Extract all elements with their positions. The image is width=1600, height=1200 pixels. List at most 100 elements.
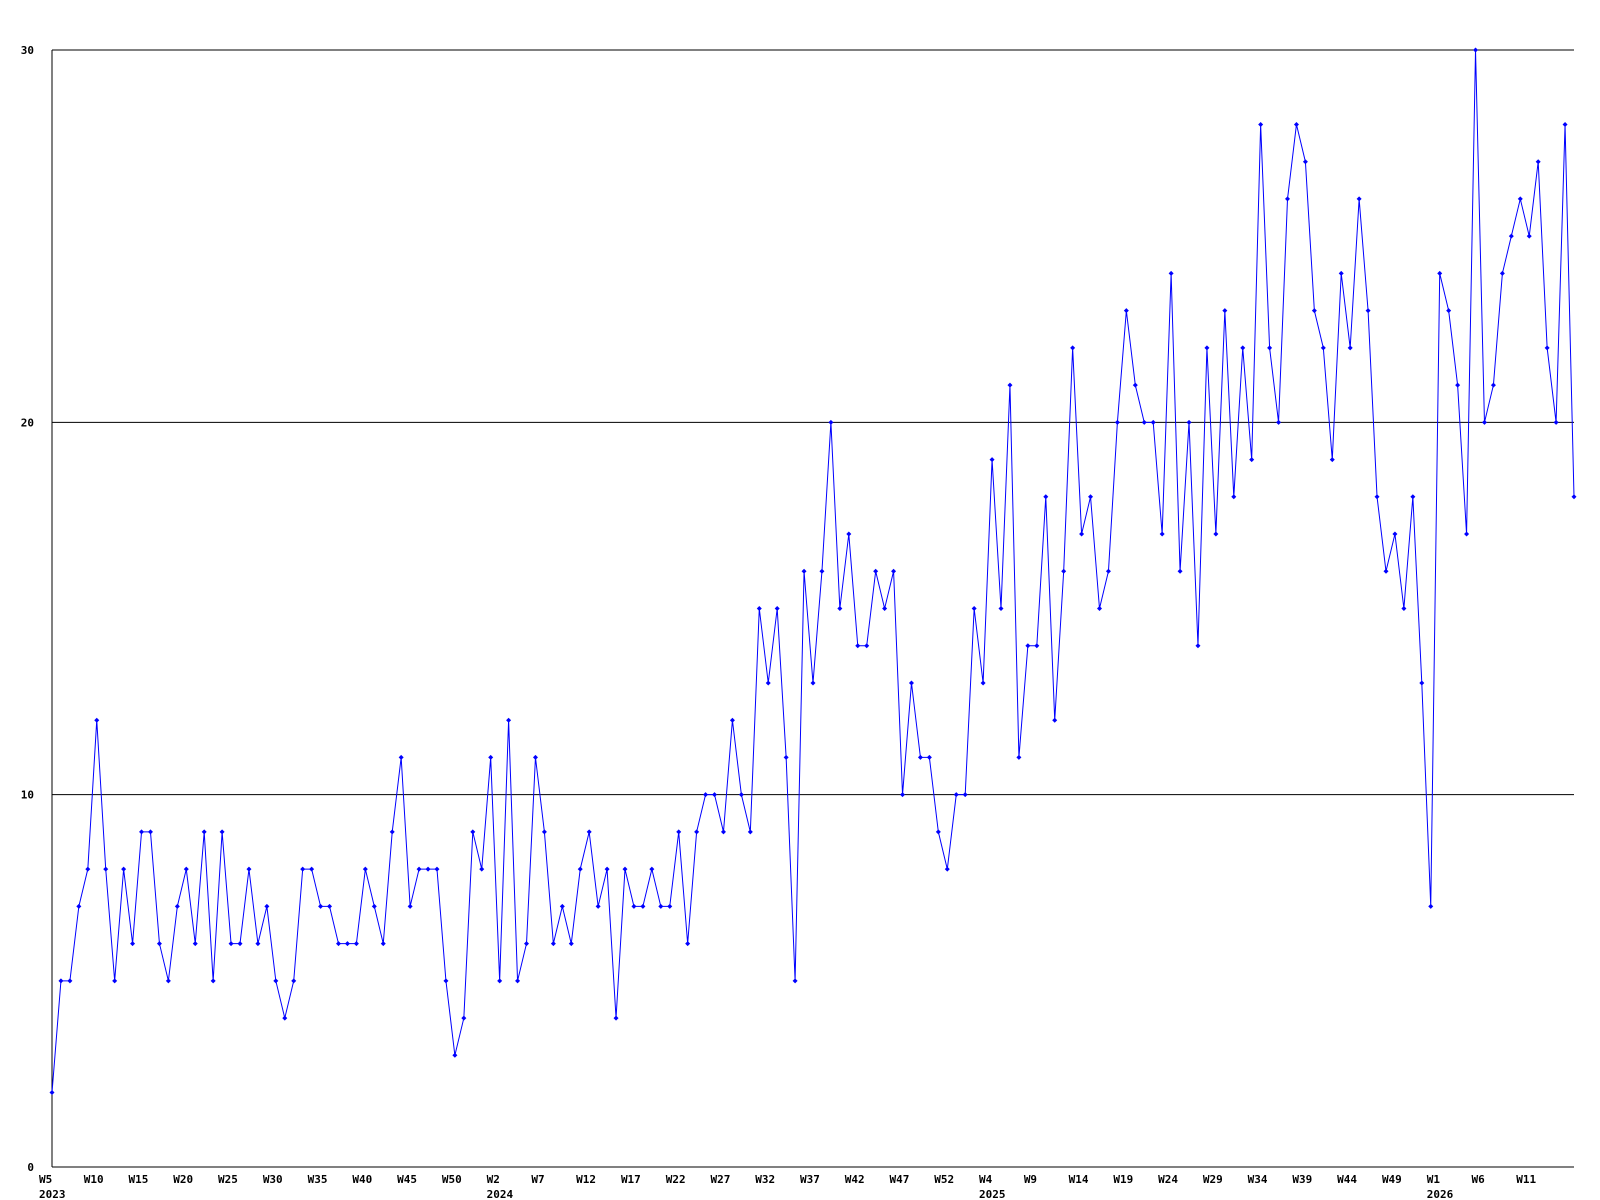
point-marker [577, 866, 583, 872]
point-marker [1141, 419, 1147, 425]
point-marker [416, 866, 422, 872]
point-marker [1508, 233, 1514, 239]
point-marker [962, 792, 968, 798]
point-marker [49, 1090, 55, 1096]
x-year-label: 2025 [979, 1188, 1006, 1200]
point-marker [300, 866, 306, 872]
x-year-label: 2024 [487, 1188, 514, 1200]
point-marker [1249, 457, 1255, 463]
point-marker [1535, 159, 1541, 165]
point-marker [1123, 308, 1129, 314]
point-marker [1016, 754, 1022, 760]
point-marker [864, 643, 870, 649]
point-marker [461, 1015, 467, 1021]
point-marker [1213, 531, 1219, 537]
point-marker [1096, 606, 1102, 611]
point-marker [1347, 345, 1353, 351]
point-marker [1392, 531, 1398, 537]
point-marker [1043, 494, 1049, 500]
point-marker [1177, 568, 1183, 574]
point-marker [971, 606, 977, 611]
point-marker [837, 606, 843, 611]
point-marker [953, 792, 959, 798]
point-marker [228, 941, 234, 947]
point-marker [908, 680, 914, 686]
point-marker [1320, 345, 1326, 351]
point-marker [291, 978, 297, 984]
point-marker [944, 866, 950, 872]
y-tick-label: 0 [27, 1161, 34, 1174]
point-marker [1186, 419, 1192, 425]
point-marker [756, 606, 762, 611]
point-marker [192, 941, 198, 947]
point-marker [873, 568, 879, 574]
point-marker [94, 717, 100, 723]
point-marker [550, 941, 556, 947]
point-marker [1258, 121, 1264, 127]
x-tick-label: W40 [352, 1173, 372, 1186]
x-tick-label: W49 [1382, 1173, 1402, 1186]
point-marker [1383, 568, 1389, 574]
point-marker [1231, 494, 1237, 500]
point-marker [183, 866, 189, 872]
x-tick-label: W27 [710, 1173, 730, 1186]
x-tick-label: W9 [1024, 1173, 1037, 1186]
x-tick-label: W47 [890, 1173, 910, 1186]
point-marker [1079, 531, 1085, 537]
point-marker [738, 792, 744, 798]
point-marker [792, 978, 798, 984]
point-marker [344, 941, 350, 947]
y-tick-label: 20 [21, 416, 34, 429]
point-marker [1114, 419, 1120, 425]
point-marker [237, 941, 243, 947]
x-tick-label: W45 [397, 1173, 417, 1186]
point-marker [685, 941, 691, 947]
point-marker [327, 903, 333, 909]
point-marker [371, 903, 377, 909]
point-marker [1007, 382, 1013, 388]
x-tick-label: W20 [173, 1173, 193, 1186]
point-marker [640, 903, 646, 909]
point-marker [712, 792, 718, 798]
point-marker [1293, 121, 1299, 127]
x-tick-label: W19 [1113, 1173, 1133, 1186]
point-marker [1526, 233, 1532, 239]
point-marker [1428, 903, 1434, 909]
point-marker [595, 903, 601, 909]
point-marker [810, 680, 816, 686]
series-line [51, 49, 1575, 1093]
point-marker [568, 941, 574, 947]
point-marker [658, 903, 664, 909]
point-marker [783, 754, 789, 760]
point-marker [130, 941, 136, 947]
x-tick-label: W34 [1248, 1173, 1268, 1186]
point-marker [1302, 159, 1308, 165]
x-tick-label: W1 [1427, 1173, 1441, 1186]
point-marker [1481, 419, 1487, 425]
point-marker [147, 829, 153, 835]
x-year-label: 2026 [1427, 1188, 1454, 1200]
point-marker [156, 941, 162, 947]
point-marker [1410, 494, 1416, 500]
point-marker [103, 866, 109, 872]
x-tick-label: W12 [576, 1173, 596, 1186]
point-marker [506, 717, 512, 723]
point-marker [210, 978, 216, 984]
point-marker [1455, 382, 1461, 388]
x-tick-label: W10 [84, 1173, 104, 1186]
point-marker [1267, 345, 1273, 351]
point-marker [255, 941, 261, 947]
point-marker [774, 606, 780, 611]
point-marker [882, 606, 888, 611]
point-marker [729, 717, 735, 723]
point-marker [1070, 345, 1076, 351]
point-marker [1490, 382, 1496, 388]
point-marker [380, 941, 386, 947]
point-marker [1473, 47, 1479, 53]
point-marker [515, 978, 521, 984]
point-marker [1204, 345, 1210, 351]
x-tick-label: W15 [129, 1173, 149, 1186]
point-marker [891, 568, 897, 574]
point-marker [917, 754, 923, 760]
